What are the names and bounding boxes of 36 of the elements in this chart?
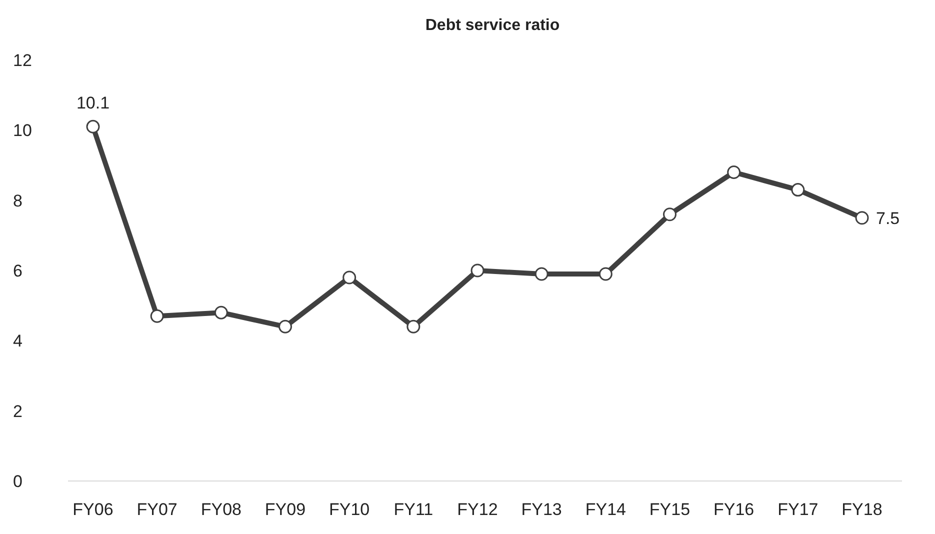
chart-title: Debt service ratio bbox=[425, 17, 560, 34]
x-tick-label: FY15 bbox=[649, 500, 690, 519]
point bbox=[150, 309, 164, 323]
point bbox=[727, 166, 741, 180]
y-tick-label: 2 bbox=[13, 402, 22, 421]
point bbox=[598, 267, 612, 281]
y-tick-label: 4 bbox=[13, 332, 22, 351]
y-tick-label: 6 bbox=[13, 262, 22, 280]
y-tick-label: 12 bbox=[13, 51, 32, 70]
x-tick-label: FY14 bbox=[585, 500, 626, 519]
x-tick-label: FY07 bbox=[136, 500, 178, 519]
x-tick-label: FY10 bbox=[329, 500, 370, 519]
point bbox=[855, 211, 869, 225]
y-tick-label: 10 bbox=[13, 121, 32, 140]
x-tick-label: FY08 bbox=[200, 500, 242, 519]
data-label: 10.1 bbox=[76, 94, 110, 113]
point bbox=[278, 320, 292, 334]
x-tick-label: FY09 bbox=[264, 500, 306, 519]
point bbox=[342, 270, 356, 284]
x-tick-label: FY16 bbox=[714, 500, 754, 519]
data-label: 7.5 bbox=[876, 208, 900, 228]
x-tick-label: FY06 bbox=[72, 500, 114, 519]
point bbox=[86, 120, 100, 134]
y-tick-label: 0 bbox=[13, 472, 22, 491]
x-tick-label: FY13 bbox=[521, 500, 562, 519]
x-tick-label: FY11 bbox=[394, 500, 434, 519]
point bbox=[663, 208, 676, 222]
point bbox=[214, 306, 228, 320]
point bbox=[406, 320, 420, 334]
point bbox=[791, 183, 805, 197]
x-tick-label: FY17 bbox=[778, 500, 818, 519]
x-tick-label: FY12 bbox=[457, 500, 498, 519]
y-tick-label: 8 bbox=[13, 191, 22, 210]
x-tick-label: FY18 bbox=[842, 500, 882, 519]
point bbox=[534, 267, 548, 281]
point bbox=[470, 264, 484, 278]
